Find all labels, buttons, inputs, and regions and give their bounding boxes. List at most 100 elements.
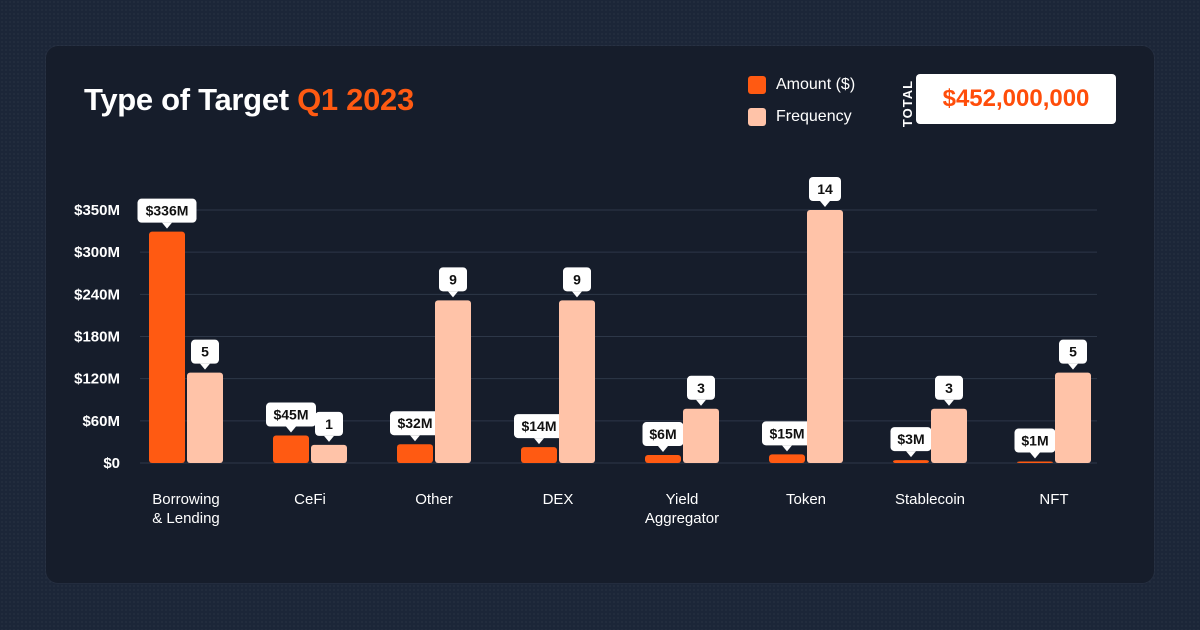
data-label-box (191, 339, 219, 364)
x-tick-label: DEX (543, 491, 574, 508)
bar-amount (521, 447, 557, 463)
x-tick-label: Stablecoin (895, 491, 965, 508)
bar-amount (769, 454, 805, 463)
data-label-text: 5 (201, 344, 209, 360)
data-label-pointer (944, 399, 954, 406)
chart-title: Type of Target Q1 2023 (84, 82, 414, 118)
total-value: $452,000,000 (942, 85, 1090, 112)
data-label-box (642, 422, 684, 447)
data-label-pointer (324, 435, 334, 442)
frequency-data-label: 5 (1059, 339, 1087, 370)
y-tick-label: $0 (103, 455, 120, 472)
data-label-box (315, 411, 343, 436)
data-label-box (890, 427, 932, 452)
x-tick-label: & Lending (152, 510, 220, 527)
data-label-text: 9 (449, 271, 457, 287)
amount-data-label: $3M (890, 427, 932, 458)
data-label-text: 3 (945, 380, 953, 396)
data-label-box (390, 411, 440, 436)
bar-amount (1017, 461, 1053, 463)
data-label-box (1014, 428, 1056, 453)
bar-frequency (1055, 372, 1091, 463)
data-label-pointer (448, 291, 458, 298)
data-label-text: $6M (649, 426, 676, 442)
bar-amount (397, 444, 433, 463)
data-label-pointer (410, 435, 420, 442)
legend-swatch-frequency (748, 108, 766, 126)
data-label-text: $15M (769, 425, 804, 441)
y-tick-label: $60M (82, 413, 120, 430)
data-label-text: 9 (573, 271, 581, 287)
data-label-text: $3M (897, 431, 924, 447)
bar-frequency (683, 408, 719, 463)
data-label-text: $336M (146, 203, 189, 219)
data-label-pointer (162, 222, 172, 229)
legend-label-amount: Amount ($) (776, 76, 856, 93)
x-tick-label: Borrowing (152, 491, 220, 508)
legend-label-frequency: Frequency (776, 108, 852, 125)
data-label-box (762, 421, 812, 446)
frequency-data-label: 3 (687, 375, 715, 406)
data-label-pointer (200, 363, 210, 370)
data-label-box (935, 375, 963, 400)
frequency-data-label: 5 (191, 339, 219, 370)
data-label-text: $1M (1021, 433, 1048, 449)
bar-amount (149, 231, 185, 463)
bar-frequency (435, 300, 471, 463)
data-label-box (809, 177, 841, 201)
data-label-text: 5 (1069, 344, 1077, 360)
data-label-pointer (696, 399, 706, 406)
bar-frequency (807, 210, 843, 463)
amount-data-label: $15M (762, 421, 812, 452)
bar-frequency (559, 300, 595, 463)
data-label-box (137, 198, 197, 223)
data-label-text: $14M (521, 418, 556, 434)
y-tick-label: $350M (74, 202, 120, 219)
data-label-pointer (906, 451, 916, 458)
legend: Amount ($) Frequency (748, 74, 855, 138)
frequency-data-label: 3 (935, 375, 963, 406)
bar-amount (273, 435, 309, 463)
data-label-box (1059, 339, 1087, 364)
data-label-text: 14 (817, 181, 833, 197)
data-label-pointer (1068, 363, 1078, 370)
data-label-text: 3 (697, 380, 705, 396)
data-label-pointer (820, 201, 830, 207)
chart-title-main: Type of Target (84, 82, 289, 117)
y-tick-label: $240M (74, 286, 120, 303)
legend-swatch-amount (748, 76, 766, 94)
x-tick-label: CeFi (294, 491, 326, 508)
x-tick-label: Token (786, 491, 826, 508)
chart-card (46, 46, 1154, 583)
data-label-pointer (658, 446, 668, 453)
data-label-box (563, 267, 591, 292)
x-tick-label: Aggregator (645, 510, 719, 527)
amount-data-label: $6M (642, 422, 684, 453)
amount-data-label: $14M (514, 414, 564, 445)
data-label-box (439, 267, 467, 292)
frequency-data-label: 1 (315, 411, 343, 442)
data-label-pointer (534, 438, 544, 445)
total-value-box: $452,000,000 (916, 74, 1116, 124)
data-label-text: $32M (397, 415, 432, 431)
data-label-box (687, 375, 715, 400)
x-tick-label: NFT (1039, 491, 1068, 508)
amount-data-label: $336M (137, 198, 197, 229)
bar-amount (893, 460, 929, 463)
amount-data-label: $32M (390, 411, 440, 442)
data-label-box (266, 402, 316, 427)
x-tick-label: Other (415, 491, 453, 508)
y-tick-label: $180M (74, 329, 120, 346)
chart-title-accent: Q1 2023 (297, 82, 414, 117)
legend-item-amount: Amount ($) (748, 74, 855, 96)
frequency-data-label: 9 (563, 267, 591, 298)
bar-frequency (187, 372, 223, 463)
y-tick-label: $300M (74, 244, 120, 261)
bar-frequency (931, 408, 967, 463)
amount-data-label: $45M (266, 402, 316, 433)
frequency-data-label: 14 (809, 177, 841, 207)
y-tick-label: $120M (74, 371, 120, 388)
amount-data-label: $1M (1014, 428, 1056, 459)
frequency-data-label: 9 (439, 267, 467, 298)
